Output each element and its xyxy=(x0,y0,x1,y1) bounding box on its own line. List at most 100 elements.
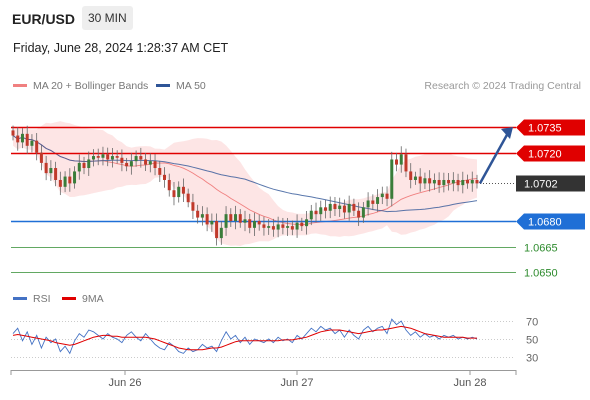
candle-body xyxy=(409,171,413,180)
candle-body xyxy=(196,210,200,218)
candle-body xyxy=(376,197,380,204)
candle-body xyxy=(366,200,370,208)
candle-body xyxy=(167,179,171,191)
candle-body xyxy=(252,221,256,228)
candle-body xyxy=(447,179,451,184)
candle-body xyxy=(432,179,436,184)
candle-body xyxy=(224,214,228,228)
level-label: 1.0735 xyxy=(528,123,562,135)
candle-body xyxy=(423,178,427,184)
candle-body xyxy=(290,226,294,230)
candle-body xyxy=(295,222,299,230)
candle-body xyxy=(68,176,72,184)
candle-body xyxy=(390,159,394,199)
candle-body xyxy=(371,200,375,204)
candle-body xyxy=(456,179,460,186)
candle-body xyxy=(276,224,280,230)
candle-body xyxy=(475,179,479,184)
candle-body xyxy=(357,210,361,218)
candle-body xyxy=(144,159,148,165)
level-tag xyxy=(516,145,585,162)
candle-body xyxy=(437,179,441,186)
candle-body xyxy=(96,156,100,158)
candle-body xyxy=(413,176,417,180)
candle-body xyxy=(442,179,446,186)
candle-body xyxy=(305,219,309,227)
candle-body xyxy=(257,221,261,225)
candle-body xyxy=(300,222,304,227)
current-price-label: 1.0702 xyxy=(524,179,558,191)
candle-body xyxy=(44,162,48,174)
candle-body xyxy=(309,210,313,220)
candle-body xyxy=(139,156,143,160)
candle-body xyxy=(215,221,219,239)
rsi-line xyxy=(12,318,478,355)
candle-body xyxy=(134,156,138,162)
candle-body xyxy=(73,171,77,184)
candle-body xyxy=(87,159,91,169)
candle-body xyxy=(16,135,20,143)
candle-body xyxy=(399,154,403,165)
candle-body xyxy=(25,133,29,146)
x-tick-label: Jun 26 xyxy=(108,377,141,389)
candle-body xyxy=(181,186,185,194)
credit-text: Research © 2024 Trading Central xyxy=(424,80,581,92)
candle-body xyxy=(20,133,24,143)
candle-body xyxy=(77,162,81,172)
candle-body xyxy=(380,193,384,198)
legend-rsi: RSI xyxy=(13,293,51,305)
timeframe-button[interactable]: 30 MIN xyxy=(82,6,133,30)
candle-body xyxy=(219,227,223,239)
ma50-line xyxy=(12,135,478,213)
current-price-box xyxy=(516,175,585,192)
candle-body xyxy=(30,140,34,146)
ma50-swatch xyxy=(156,83,170,87)
candle-body xyxy=(153,161,157,169)
ma20-swatch xyxy=(13,83,27,87)
candle-body xyxy=(319,207,323,215)
candle-body xyxy=(158,168,162,175)
candle-body xyxy=(395,159,399,165)
ma20-label: MA 20 + Bollinger Bands xyxy=(33,80,149,92)
level-label: 1.0720 xyxy=(528,149,562,161)
candle-body xyxy=(281,224,285,228)
rsi-swatch xyxy=(13,296,27,300)
candle-body xyxy=(470,179,474,184)
candle-body xyxy=(91,156,95,160)
candle-body xyxy=(385,193,389,199)
candle-body xyxy=(461,179,465,186)
candle-body xyxy=(328,203,332,211)
candle-body xyxy=(234,214,238,221)
candle-body xyxy=(361,207,365,218)
candle-body xyxy=(186,193,190,203)
candle-body xyxy=(125,162,129,167)
candle-body xyxy=(115,156,119,158)
candle-body xyxy=(352,203,356,211)
candle-body xyxy=(286,226,290,228)
candle-body xyxy=(404,154,408,172)
ma50-label: MA 50 xyxy=(176,80,206,92)
ma9-label: 9MA xyxy=(82,293,104,305)
projection-arrow xyxy=(478,132,510,185)
candle-body xyxy=(267,226,271,228)
level-tag xyxy=(516,213,585,230)
candle-body xyxy=(200,214,204,218)
x-tick-label: Jun 28 xyxy=(453,377,486,389)
candle-body xyxy=(49,168,53,174)
candle-body xyxy=(243,219,247,223)
rsi-level-label: 70 xyxy=(526,317,538,329)
candle-body xyxy=(347,203,351,213)
candle-body xyxy=(120,157,124,163)
chart-datetime: Friday, June 28, 2024 1:28:37 AM CET xyxy=(13,41,229,55)
candle-body xyxy=(338,205,342,210)
rsi-ma9-line xyxy=(12,325,477,351)
level-label: 1.0680 xyxy=(528,217,562,229)
candle-body xyxy=(63,176,67,187)
candle-body xyxy=(466,179,470,184)
level-label: 1.0650 xyxy=(524,268,558,280)
candle-body xyxy=(54,168,58,180)
candle-body xyxy=(271,226,275,230)
level-label: 1.0665 xyxy=(524,243,558,255)
candle-body xyxy=(148,161,152,165)
